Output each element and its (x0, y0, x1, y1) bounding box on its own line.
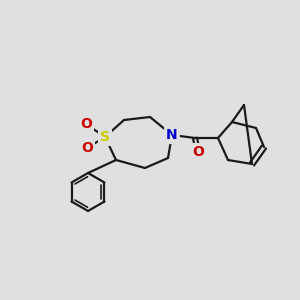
Text: O: O (80, 117, 92, 131)
Text: N: N (166, 128, 178, 142)
Text: O: O (192, 145, 204, 159)
Text: O: O (81, 141, 93, 155)
Text: S: S (100, 130, 110, 144)
